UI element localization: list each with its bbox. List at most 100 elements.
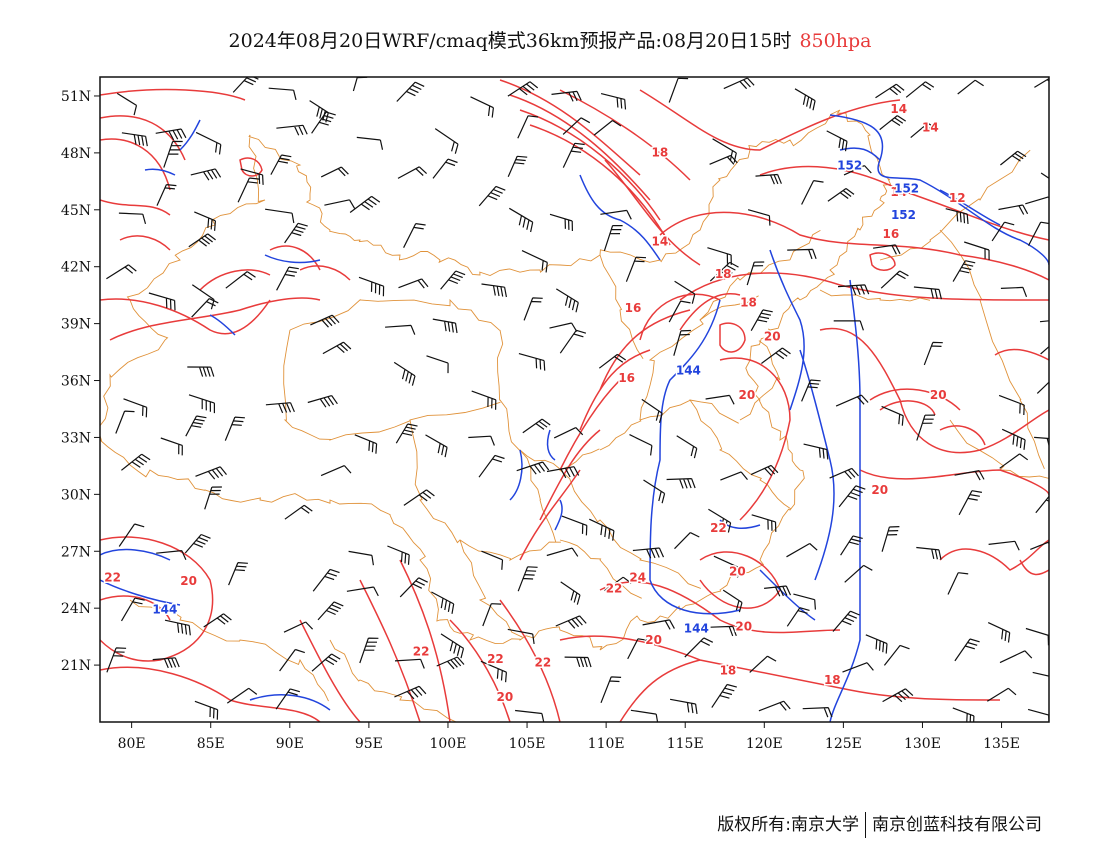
wind-barb <box>923 341 943 366</box>
wind-barb <box>237 177 260 203</box>
wind-barb <box>120 597 145 622</box>
geopotential-contour <box>249 694 331 711</box>
credit-line: 版权所有:南京大学 南京创蓝科技有限公司 <box>717 810 1042 838</box>
wind-barb <box>188 233 216 248</box>
copyright-owner: 版权所有:南京大学 <box>717 815 859 835</box>
wind-barb <box>1000 150 1027 166</box>
wind-barb <box>553 427 584 439</box>
wind-barb <box>148 292 176 311</box>
wind-barb <box>986 687 1017 702</box>
wind-barb <box>481 550 504 570</box>
wind-barb <box>1025 196 1049 205</box>
temperature-label: 20 <box>497 690 514 704</box>
temperature-label: 20 <box>735 620 752 634</box>
wind-barb <box>916 546 942 560</box>
wind-barb <box>121 453 151 471</box>
wind-barb <box>564 656 592 668</box>
temperature-contour <box>759 165 1049 241</box>
wind-barb <box>882 688 914 703</box>
map-frame <box>99 76 1050 723</box>
temperature-contour <box>509 94 651 201</box>
wind-barb <box>432 318 458 334</box>
wind-barb <box>711 683 737 708</box>
temperature-contour <box>449 619 511 722</box>
geopotential-contour <box>649 299 741 615</box>
wind-barb <box>1001 428 1026 450</box>
wind-barb <box>507 628 535 644</box>
geopotential-label: 144 <box>152 603 177 617</box>
temperature-label: 18 <box>715 267 732 281</box>
wind-barb <box>1040 172 1049 179</box>
temperature-contour <box>719 322 746 353</box>
temperature-contour <box>100 199 171 216</box>
wind-barb <box>106 647 127 673</box>
lon-tick-label: 125E <box>825 736 862 752</box>
lon-tick-label: 130E <box>904 736 941 752</box>
temperature-contour <box>519 469 581 561</box>
wind-barb <box>998 394 1025 416</box>
temperature-contour <box>559 635 1001 701</box>
wind-barb <box>873 244 901 255</box>
wind-barb <box>478 454 505 478</box>
wind-barb <box>115 410 135 434</box>
temperature-contour <box>939 539 1049 571</box>
temperature-contour <box>869 252 896 271</box>
geopotential-contour <box>264 254 321 264</box>
wind-barb <box>268 87 297 101</box>
temperature-contour <box>100 138 171 191</box>
wind-barb <box>224 416 245 441</box>
wind-barb <box>710 625 737 637</box>
lon-tick-label: 85E <box>197 736 225 752</box>
wind-barb <box>589 518 615 541</box>
province-boundary <box>129 599 329 702</box>
wind-barb <box>598 353 627 369</box>
wind-barb <box>560 581 581 605</box>
lon-tick-label: 100E <box>429 736 466 752</box>
wind-barb <box>507 81 539 97</box>
wind-barb <box>517 115 539 139</box>
temperature-contour <box>499 599 561 722</box>
wind-barb <box>1034 436 1049 448</box>
temperature-contour <box>939 425 986 446</box>
title-text: 2024年08月20日WRF/cmaq模式36km预报产品:08月20日15时 <box>228 30 792 52</box>
geopotential-label: 144 <box>684 622 709 636</box>
wind-barb <box>746 261 765 286</box>
wind-barb <box>750 309 773 331</box>
geopotential-labels: 152 152 152 144 144 144 <box>151 157 921 637</box>
wind-barb <box>945 208 969 225</box>
wind-barb <box>1032 671 1049 677</box>
temperature-label: 14 <box>652 235 669 249</box>
geopotential-contour <box>144 168 176 176</box>
geopotential-contour <box>839 147 881 161</box>
wind-barb <box>185 415 207 437</box>
wind-barb <box>750 464 779 477</box>
wind-barb <box>755 173 782 185</box>
temperature-label: 20 <box>930 388 947 402</box>
temperature-contour <box>100 666 321 722</box>
wind-barb <box>425 434 448 458</box>
province-boundary <box>559 539 642 599</box>
wind-barb <box>749 655 777 673</box>
wind-barb <box>632 547 665 559</box>
province-boundary <box>949 419 1049 479</box>
temperature-contour <box>869 388 961 411</box>
geopotential-contour <box>100 579 181 606</box>
wind-barb <box>747 209 771 226</box>
wind-barb <box>905 81 935 98</box>
wind-barb <box>826 130 848 152</box>
lat-tick-label: 24N <box>61 601 91 617</box>
wind-barb <box>354 434 378 454</box>
wind-barb <box>396 81 425 102</box>
lat-tick-label: 39N <box>61 317 91 333</box>
wind-barb <box>283 621 314 633</box>
wind-barb <box>674 532 700 550</box>
temperature-contour <box>719 357 791 521</box>
wind-barb <box>440 633 465 659</box>
temperature-contour <box>239 157 263 177</box>
temperature-contour <box>619 659 701 722</box>
wind-barb <box>786 607 810 627</box>
temperature-label: 22 <box>487 652 504 666</box>
wind-barb <box>794 88 816 111</box>
wind-barb <box>952 260 976 282</box>
wind-barb <box>352 77 368 92</box>
